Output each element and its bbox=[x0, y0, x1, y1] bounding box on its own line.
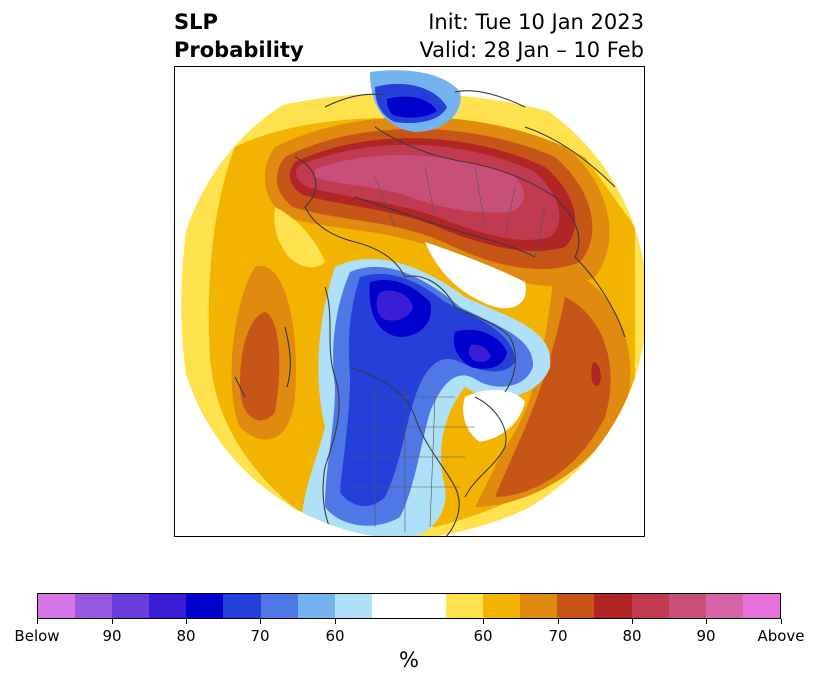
colorbar-tick-label: Below bbox=[14, 627, 60, 645]
colorbar-tick-label: 80 bbox=[622, 627, 642, 645]
map-panel bbox=[174, 66, 645, 537]
colorbar-tick-label: 60 bbox=[325, 627, 345, 645]
colorbar-segment bbox=[557, 594, 595, 618]
colorbar-tick-label: 60 bbox=[473, 627, 493, 645]
colorbar-segment bbox=[668, 594, 706, 618]
colorbar-segment bbox=[149, 594, 187, 618]
title-line-probability: Probability bbox=[174, 38, 304, 62]
init-date: Init: Tue 10 Jan 2023 bbox=[428, 10, 644, 34]
colorbar-segment bbox=[742, 594, 780, 618]
colorbar-tick-label: 80 bbox=[176, 627, 196, 645]
colorbar-segment bbox=[408, 594, 447, 618]
colorbar-segment bbox=[483, 594, 521, 618]
colorbar-segment bbox=[631, 594, 669, 618]
colorbar-tick-label: 90 bbox=[696, 627, 716, 645]
colorbar-segment bbox=[260, 594, 298, 618]
probability-map bbox=[175, 67, 644, 536]
colorbar-tick-mark bbox=[260, 619, 261, 624]
colorbar bbox=[37, 593, 781, 619]
colorbar-segment bbox=[223, 594, 261, 618]
colorbar-segment bbox=[446, 594, 484, 618]
title-line-slp: SLP bbox=[174, 10, 218, 34]
colorbar-tick-mark bbox=[483, 619, 484, 624]
colorbar-tick-label: 90 bbox=[102, 627, 122, 645]
chart-title: SLP Probability bbox=[174, 8, 304, 64]
colorbar-tick-label: 70 bbox=[548, 627, 568, 645]
colorbar-segment bbox=[594, 594, 632, 618]
colorbar-tick-mark bbox=[335, 619, 336, 624]
colorbar-tick-label: 70 bbox=[250, 627, 270, 645]
colorbar-segment bbox=[705, 594, 743, 618]
colorbar-tick-mark bbox=[558, 619, 559, 624]
colorbar-segment bbox=[334, 594, 372, 618]
colorbar-segment bbox=[297, 594, 335, 618]
colorbar-tick-label: Above bbox=[757, 627, 805, 645]
colorbar-segment bbox=[371, 594, 409, 618]
chart-subtitle: Init: Tue 10 Jan 2023 Valid: 28 Jan – 10… bbox=[419, 8, 644, 64]
colorbar-segment bbox=[38, 594, 76, 618]
colorbar-segment bbox=[75, 594, 113, 618]
colorbar-tick-mark bbox=[781, 619, 782, 624]
colorbar-tick-mark bbox=[112, 619, 113, 624]
colorbar-segment bbox=[520, 594, 558, 618]
colorbar-tick-mark bbox=[37, 619, 38, 624]
colorbar-tick-mark bbox=[632, 619, 633, 624]
colorbar-segment bbox=[186, 594, 224, 618]
colorbar-unit-label: % bbox=[399, 648, 419, 672]
colorbar-tick-mark bbox=[706, 619, 707, 624]
colorbar-segment bbox=[112, 594, 150, 618]
valid-range: Valid: 28 Jan – 10 Feb bbox=[419, 38, 644, 62]
colorbar-tick-mark bbox=[186, 619, 187, 624]
